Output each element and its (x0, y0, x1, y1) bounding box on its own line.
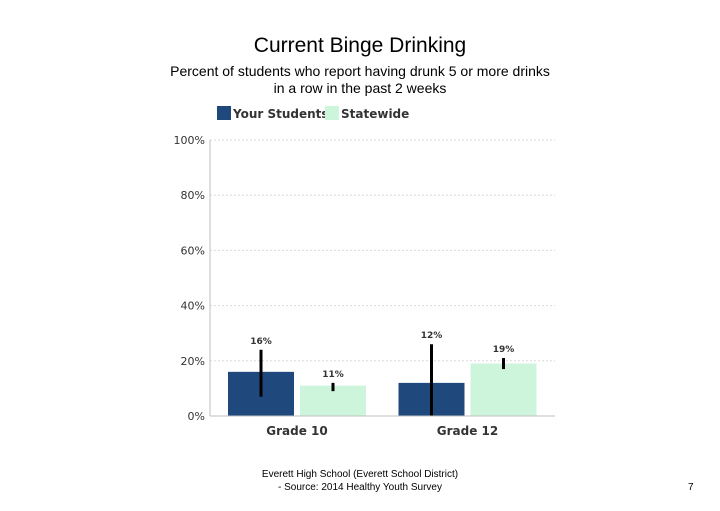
x-tick-label: Grade 10 (266, 424, 327, 438)
subtitle-line-1: Percent of students who report having dr… (170, 63, 550, 79)
x-axis: Grade 10 Grade 12 (210, 415, 555, 438)
y-tick-label: 20% (181, 355, 205, 368)
footer-school: Everett High School (Everett School Dist… (261, 469, 459, 480)
data-label: 12% (421, 331, 443, 341)
x-tick-label: Grade 12 (437, 424, 498, 438)
page-subtitle: Percent of students who report having dr… (140, 63, 580, 97)
y-tick-label: 0% (188, 410, 205, 423)
legend-label: Your Students (232, 107, 329, 121)
footer: Everett High School (Everett School Dist… (200, 468, 520, 494)
legend-swatch (217, 106, 231, 120)
legend-label: Statewide (341, 107, 409, 121)
page-title: Current Binge Drinking (253, 34, 467, 57)
y-tick-label: 40% (181, 300, 205, 313)
chart-legend: Your Students Statewide (217, 106, 409, 121)
footer-source: - Source: 2014 Healthy Youth Survey (278, 482, 442, 493)
bar (470, 363, 537, 416)
subtitle-line-2: in a row in the past 2 weeks (273, 80, 447, 96)
chart-gridlines (210, 139, 555, 362)
y-axis: 0% 20% 40% 60% 80% 100% (174, 134, 211, 423)
y-tick-label: 80% (181, 189, 205, 202)
legend-swatch (325, 106, 339, 120)
y-tick-label: 100% (174, 134, 205, 147)
page-number: 7 (688, 482, 694, 493)
data-label: 11% (322, 370, 344, 380)
chart-bars: 16% 11% 12% 19% (228, 331, 537, 416)
data-label: 16% (250, 337, 272, 347)
y-tick-label: 60% (181, 244, 205, 257)
data-label: 19% (493, 345, 515, 355)
